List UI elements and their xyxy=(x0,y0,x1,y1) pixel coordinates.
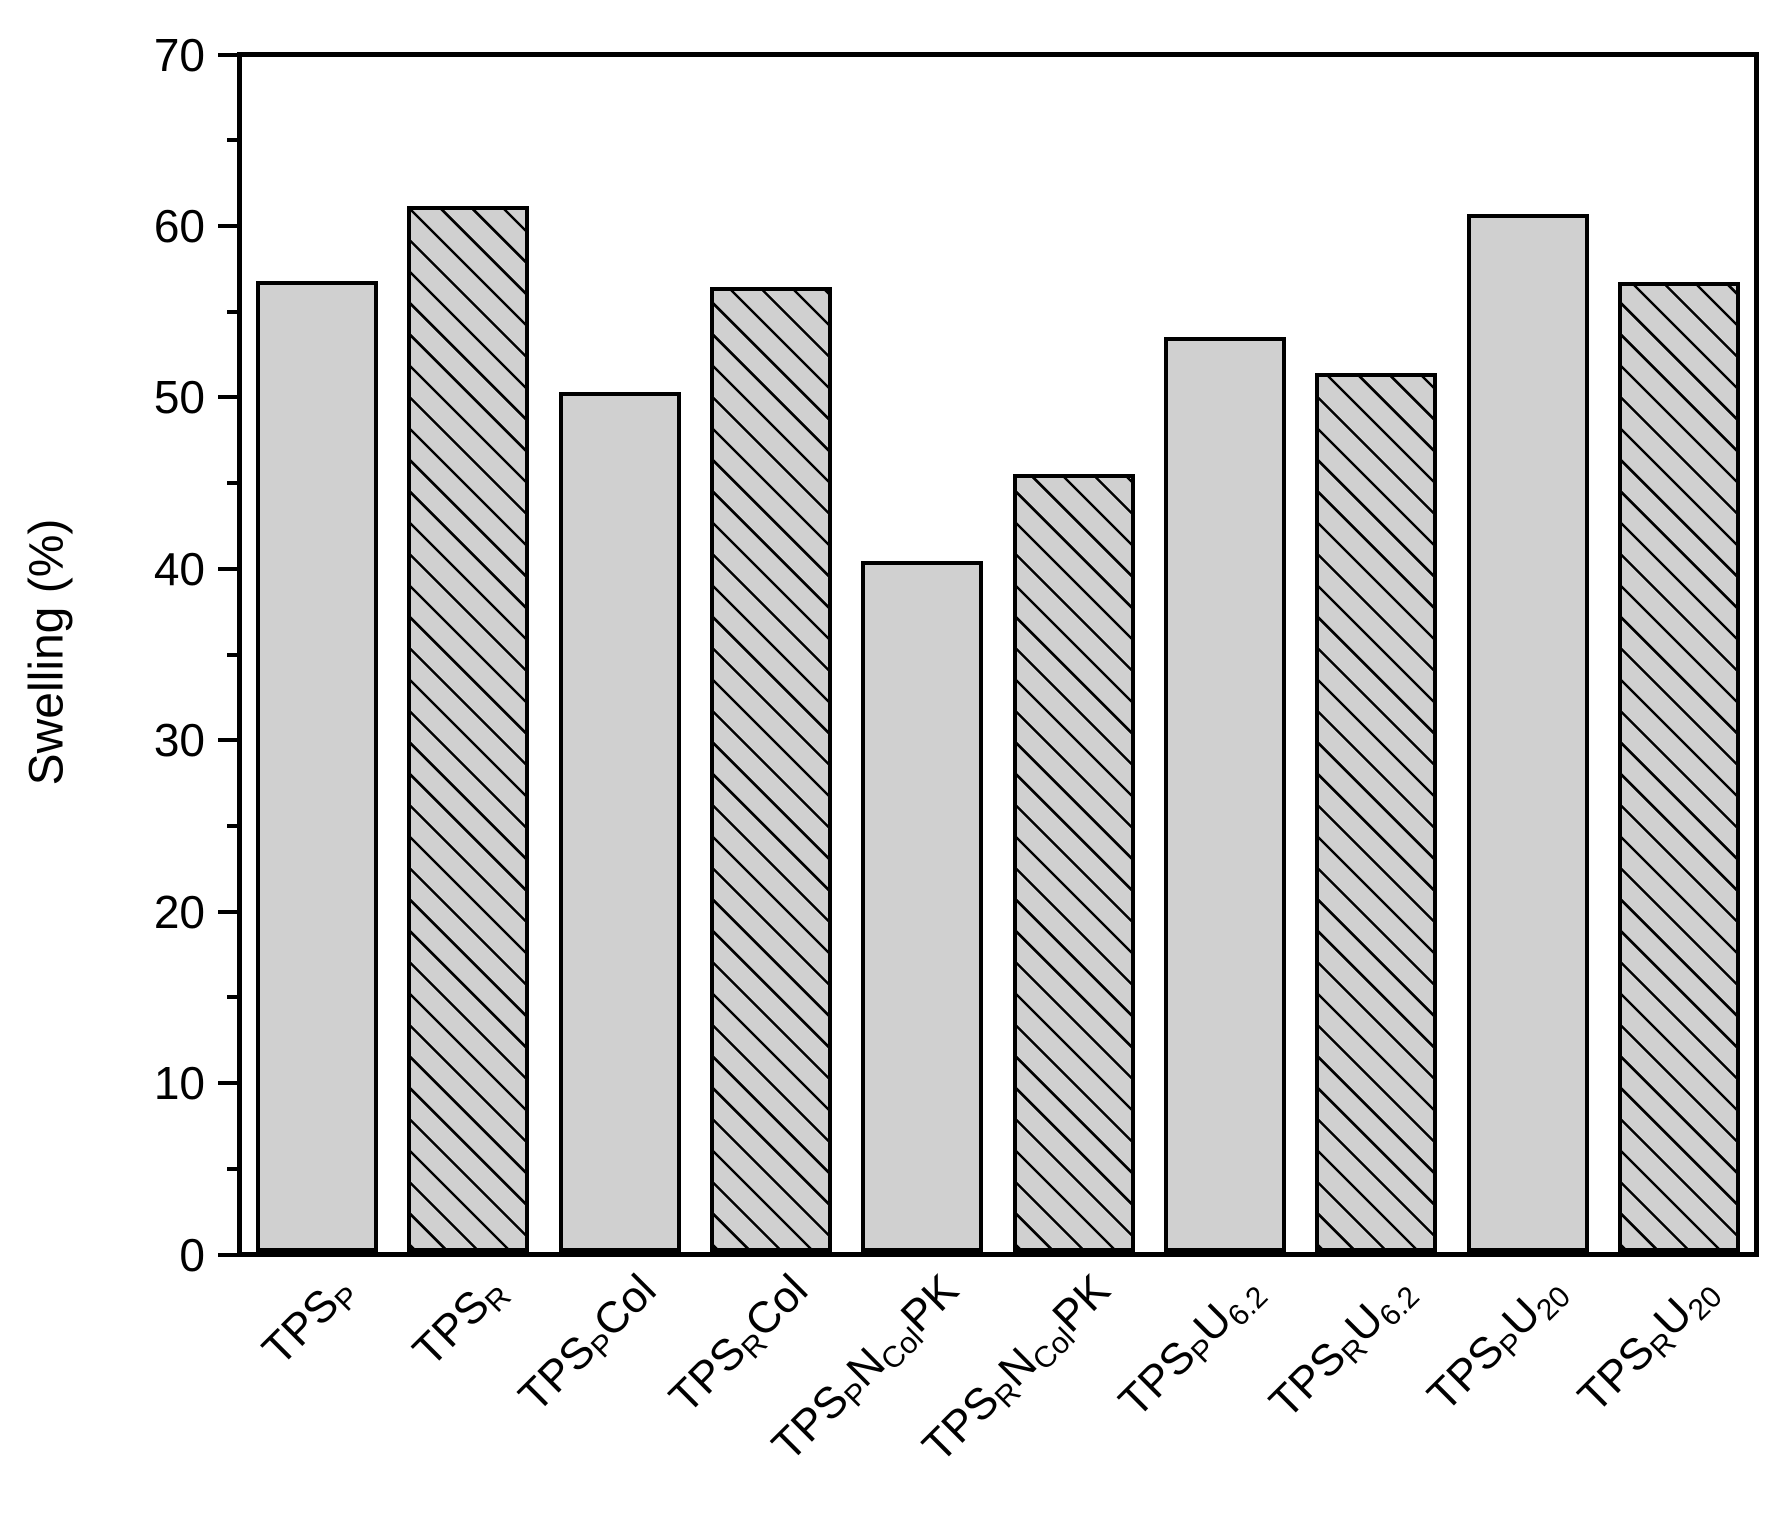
x-tick-label-text: TPSP xyxy=(253,1279,367,1375)
y-major-tick xyxy=(218,1252,237,1257)
y-tick-label: 40 xyxy=(153,542,205,595)
y-minor-tick xyxy=(227,995,237,1000)
bar xyxy=(256,281,378,1252)
bar xyxy=(709,287,832,1252)
bars-container xyxy=(242,57,1754,1252)
y-tick-label: 20 xyxy=(153,885,205,938)
plot-area xyxy=(237,52,1759,1257)
y-minor-tick xyxy=(227,652,237,657)
y-minor-tick xyxy=(227,481,237,486)
x-tick-label-text: TPSRU6.2 xyxy=(1259,1279,1426,1428)
y-major-tick xyxy=(218,909,237,914)
y-tick-label: 60 xyxy=(153,199,205,252)
bar xyxy=(1315,373,1438,1252)
y-minor-tick xyxy=(227,823,237,828)
bar xyxy=(1466,214,1589,1252)
y-major-tick xyxy=(218,1081,237,1086)
bar xyxy=(558,392,681,1252)
x-tick-label-text: TPSPCol xyxy=(509,1265,666,1422)
x-tick-label-text: TPSR xyxy=(403,1279,518,1376)
bar xyxy=(1163,337,1286,1252)
y-major-tick xyxy=(218,395,237,400)
x-tick-label-text: TPSRU20 xyxy=(1568,1279,1729,1422)
y-tick-label: 70 xyxy=(153,28,205,81)
y-minor-tick xyxy=(227,1166,237,1171)
y-tick-label: 0 xyxy=(179,1228,205,1281)
x-tick-label-text: TPSPU6.2 xyxy=(1109,1279,1275,1427)
y-minor-tick xyxy=(227,138,237,143)
y-major-tick xyxy=(218,566,237,571)
y-major-tick xyxy=(218,738,237,743)
y-tick-label: 10 xyxy=(153,1057,205,1110)
y-major-tick xyxy=(218,223,237,228)
bar xyxy=(407,206,530,1252)
y-tick-label: 50 xyxy=(153,371,205,424)
y-tick-label: 30 xyxy=(153,714,205,767)
y-minor-tick xyxy=(227,309,237,314)
y-major-tick xyxy=(218,52,237,57)
bar xyxy=(1012,474,1135,1252)
x-tick-label-text: TPSPU20 xyxy=(1418,1279,1577,1421)
bar xyxy=(1617,282,1740,1252)
bar xyxy=(861,561,984,1252)
